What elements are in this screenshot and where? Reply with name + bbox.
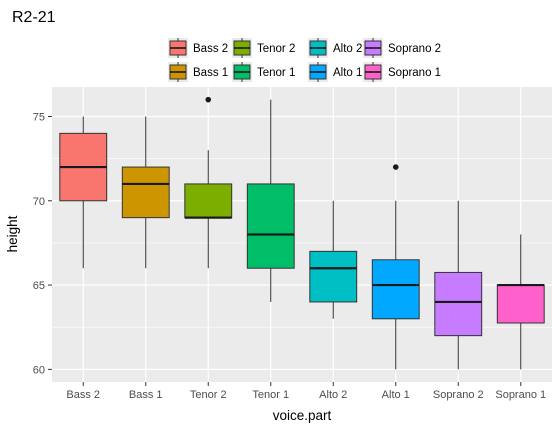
box-body [246, 183, 295, 269]
outlier-point [205, 96, 212, 103]
box-body [184, 183, 233, 219]
x-tick-label: Soprano 2 [433, 389, 484, 401]
legend-label: Tenor 2 [257, 43, 295, 55]
x-tick-label: Alto 2 [319, 389, 347, 401]
x-tick-label: Alto 1 [382, 389, 410, 401]
legend-item-bass-1: Bass 1 [168, 62, 228, 82]
y-tick-label: 60 [33, 364, 45, 376]
x-axis: Bass 2 Bass 1 Tenor 2 Tenor 1 Alto 2 Alto 1 So… [66, 382, 546, 401]
legend-item-tenor-1: Tenor 1 [232, 62, 295, 82]
legend-label: Alto 2 [333, 43, 362, 55]
boxes [59, 96, 545, 370]
legend-item-alto-1: Alto 1 [308, 62, 362, 82]
box-soprano-1 [496, 234, 545, 370]
x-tick-label: Tenor 2 [190, 389, 227, 401]
legend-label: Soprano 1 [388, 67, 441, 79]
box-alto-2 [309, 200, 358, 319]
box-body [496, 284, 545, 324]
y-axis: 60 65 70 75 [33, 112, 52, 376]
y-axis-title: height [5, 215, 20, 252]
box-body [371, 259, 420, 320]
y-tick-label: 75 [33, 112, 45, 124]
box-tenor-1 [246, 99, 295, 302]
box-bass-1 [121, 116, 170, 269]
legend: Bass 2 Tenor 2 Alto 2 Soprano 2 Bass 1 Tenor … [168, 38, 441, 82]
box-body [309, 250, 358, 303]
outlier-point [392, 164, 399, 170]
box-bass-2 [59, 116, 108, 269]
box-alto-1 [371, 164, 420, 370]
x-tick-label: Tenor 1 [252, 389, 289, 401]
box-body [434, 271, 483, 337]
box-soprano-2 [434, 200, 483, 370]
y-tick-label: 70 [33, 196, 45, 208]
x-tick-label: Bass 1 [129, 389, 163, 401]
box-body [121, 166, 170, 219]
legend-item-bass-2: Bass 2 [168, 38, 228, 58]
legend-item-tenor-2: Tenor 2 [232, 38, 295, 58]
legend-item-soprano-1: Soprano 1 [363, 62, 441, 82]
legend-item-soprano-2: Soprano 2 [363, 38, 441, 58]
chart-title: R2-21 [12, 9, 56, 26]
legend-label: Bass 2 [193, 43, 228, 55]
legend-item-alto-2: Alto 2 [308, 38, 362, 58]
plot-panel [52, 87, 552, 382]
legend-label: Soprano 2 [388, 43, 441, 55]
x-tick-label: Soprano 1 [495, 389, 546, 401]
y-tick-label: 65 [33, 280, 45, 292]
x-axis-title: voice.part [273, 408, 332, 423]
legend-label: Tenor 1 [257, 67, 295, 79]
legend-label: Alto 1 [333, 67, 362, 79]
legend-label: Bass 1 [193, 67, 228, 79]
box-tenor-2 [184, 96, 233, 269]
x-tick-label: Bass 2 [66, 389, 100, 401]
